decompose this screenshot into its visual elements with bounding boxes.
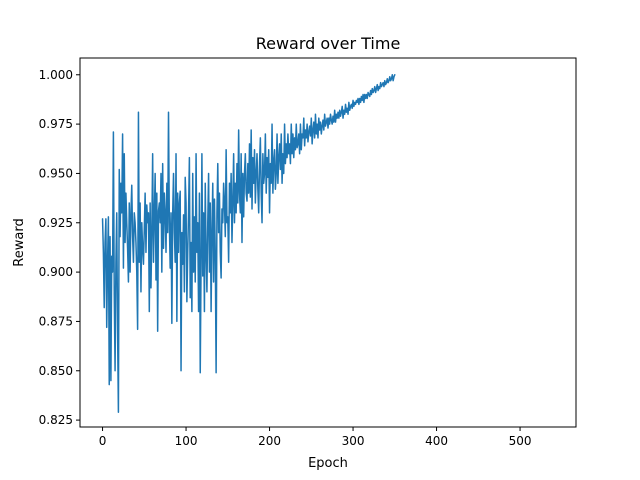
x-tick-label: 200 bbox=[258, 434, 281, 448]
x-axis-ticks: 0 100 200 300 400 500 bbox=[99, 427, 532, 448]
plot-area bbox=[101, 74, 396, 413]
y-tick-label: 0.825 bbox=[39, 413, 73, 427]
y-tick-label: 0.925 bbox=[39, 216, 73, 230]
y-tick-label: 1.000 bbox=[39, 68, 73, 82]
x-tick-label: 300 bbox=[342, 434, 365, 448]
y-tick-label: 0.900 bbox=[39, 265, 73, 279]
y-axis-label: Reward bbox=[12, 218, 27, 266]
x-axis-label: Epoch bbox=[308, 456, 348, 471]
y-tick-label: 0.875 bbox=[39, 314, 73, 328]
y-tick-label: 0.850 bbox=[39, 364, 73, 378]
plot-frame bbox=[79, 57, 577, 428]
x-tick-label: 0 bbox=[99, 434, 107, 448]
x-tick-label: 500 bbox=[509, 434, 532, 448]
y-tick-label: 0.950 bbox=[39, 166, 73, 180]
x-tick-label: 100 bbox=[175, 434, 198, 448]
y-tick-label: 0.975 bbox=[39, 117, 73, 131]
reward-series-line bbox=[101, 74, 396, 413]
x-tick-label: 400 bbox=[425, 434, 448, 448]
chart-title: Reward over Time bbox=[256, 34, 401, 53]
y-axis-ticks: 0.825 0.850 0.875 0.900 0.925 0.950 0.975 1.000 bbox=[39, 68, 80, 427]
